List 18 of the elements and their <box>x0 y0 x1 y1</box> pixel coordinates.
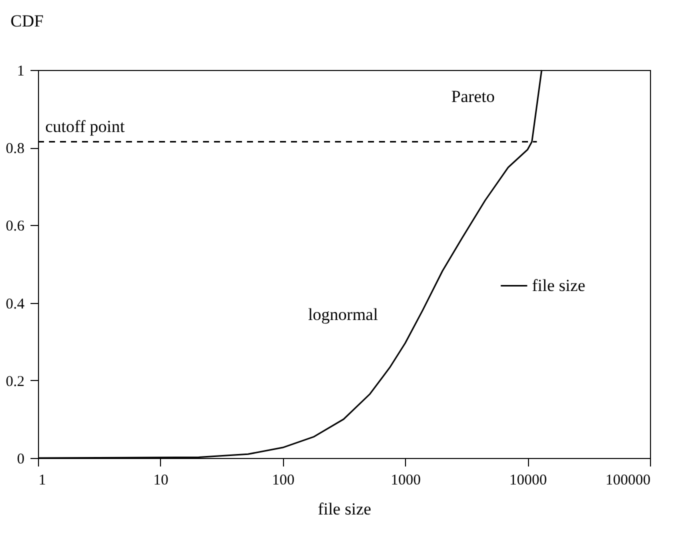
y-axis-title: CDF <box>10 12 44 30</box>
y-tick-label: 0.6 <box>6 218 25 235</box>
y-tick-label: 0 <box>17 452 24 468</box>
legend-label: file size <box>532 276 586 295</box>
x-tick-label: 10000 <box>509 472 547 488</box>
x-tick-label: 1000 <box>390 472 421 488</box>
x-axis-title: file size <box>318 500 372 518</box>
annotation: cutoff point <box>45 117 126 136</box>
x-tick-label: 100 <box>272 472 295 488</box>
x-tick-label: 10 <box>153 472 168 488</box>
x-tick-label: 100000 <box>606 472 650 488</box>
y-tick-label: 0.8 <box>6 141 24 158</box>
annotation: Pareto <box>451 87 495 106</box>
annotation: lognormal <box>308 305 378 324</box>
x-tick-label: 1 <box>38 472 46 488</box>
y-tick-label: 0.4 <box>6 296 25 312</box>
y-tick-label: 1 <box>17 64 24 80</box>
y-tick-label: 0.2 <box>6 374 24 390</box>
